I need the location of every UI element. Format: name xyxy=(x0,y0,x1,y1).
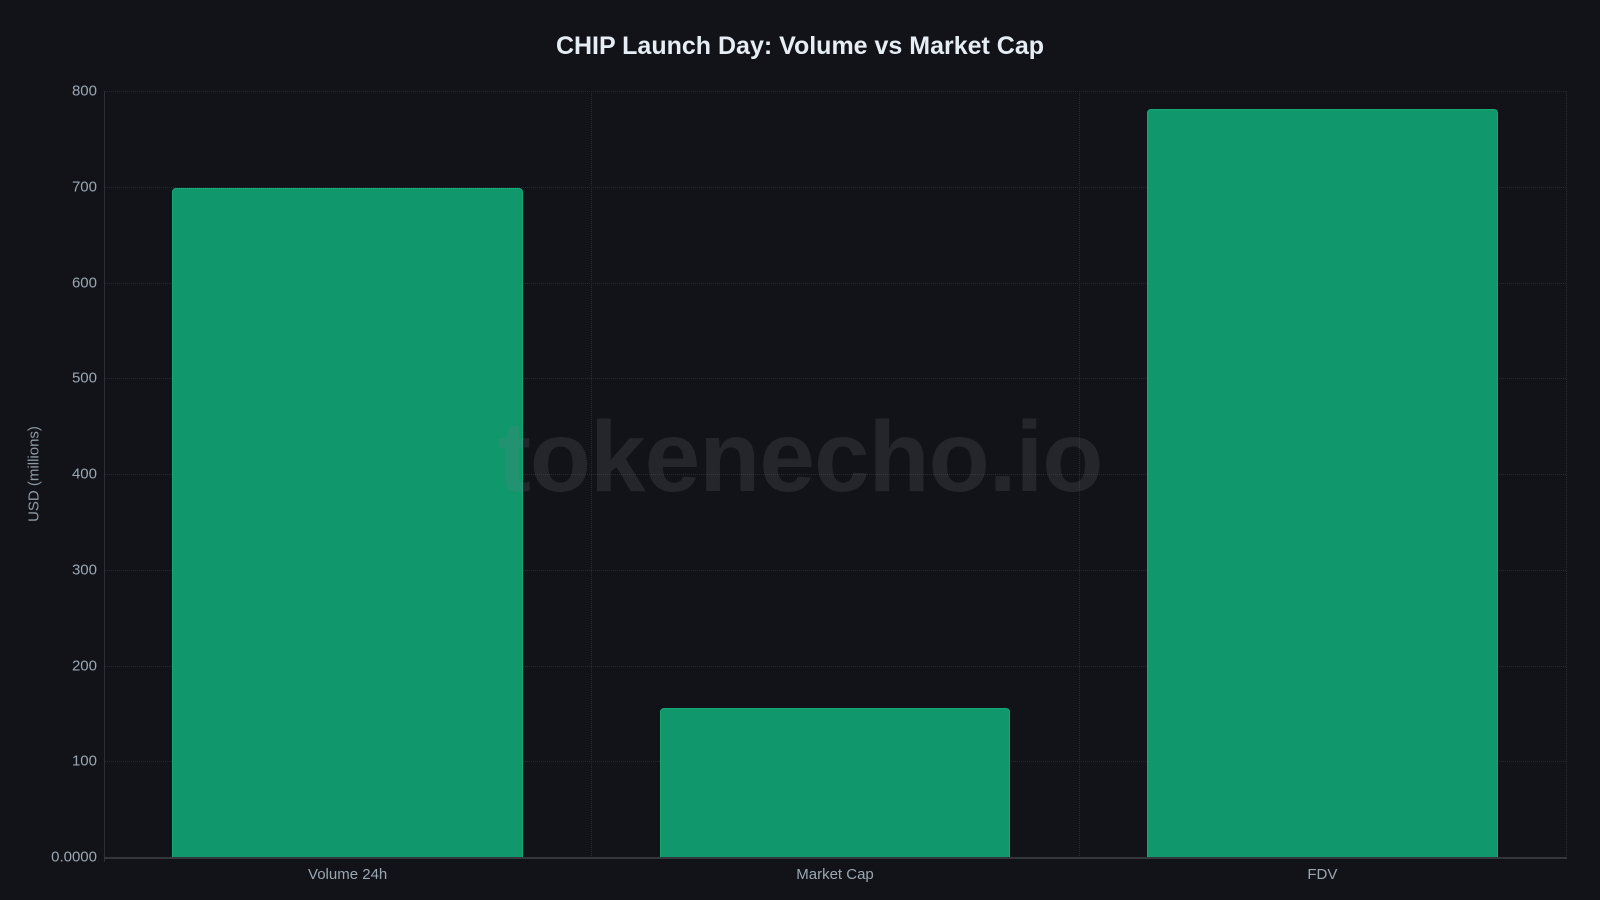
gridline-horizontal xyxy=(104,665,1566,667)
y-tick-label: 600 xyxy=(71,274,97,291)
x-tick-label: FDV xyxy=(1307,866,1338,883)
gridline-vertical xyxy=(1078,91,1080,858)
gridline-horizontal xyxy=(104,91,1566,92)
y-tick-label: 100 xyxy=(71,752,97,770)
x-axis-line xyxy=(104,857,1567,859)
chart-title: CHIP Launch Day: Volume vs Market Cap xyxy=(555,32,1045,60)
gridline-horizontal xyxy=(104,186,1566,188)
bar-market-cap[interactable] xyxy=(659,707,1011,858)
y-tick-label: 500 xyxy=(71,369,97,387)
y-tick-label: 300 xyxy=(71,561,97,579)
y-tick-label: 400 xyxy=(71,465,97,483)
y-tick-label: 0.0000 xyxy=(51,848,97,866)
gridline-horizontal xyxy=(104,378,1566,380)
plot-area xyxy=(104,91,1567,858)
bar-fdv[interactable] xyxy=(1146,109,1498,858)
gridline-vertical xyxy=(1566,91,1567,858)
y-axis-line xyxy=(104,91,105,862)
x-tick-label: Market Cap xyxy=(796,866,874,883)
y-tick-label: 700 xyxy=(71,178,97,196)
gridline-horizontal xyxy=(104,282,1566,284)
gridline-vertical xyxy=(591,91,593,858)
bar-volume-24h[interactable] xyxy=(172,187,524,858)
x-tick-label: Volume 24h xyxy=(308,866,388,883)
y-tick-label: 800 xyxy=(71,82,97,100)
gridline-horizontal xyxy=(104,569,1566,571)
gridline-horizontal xyxy=(104,474,1566,475)
y-tick-label: 200 xyxy=(71,657,97,674)
